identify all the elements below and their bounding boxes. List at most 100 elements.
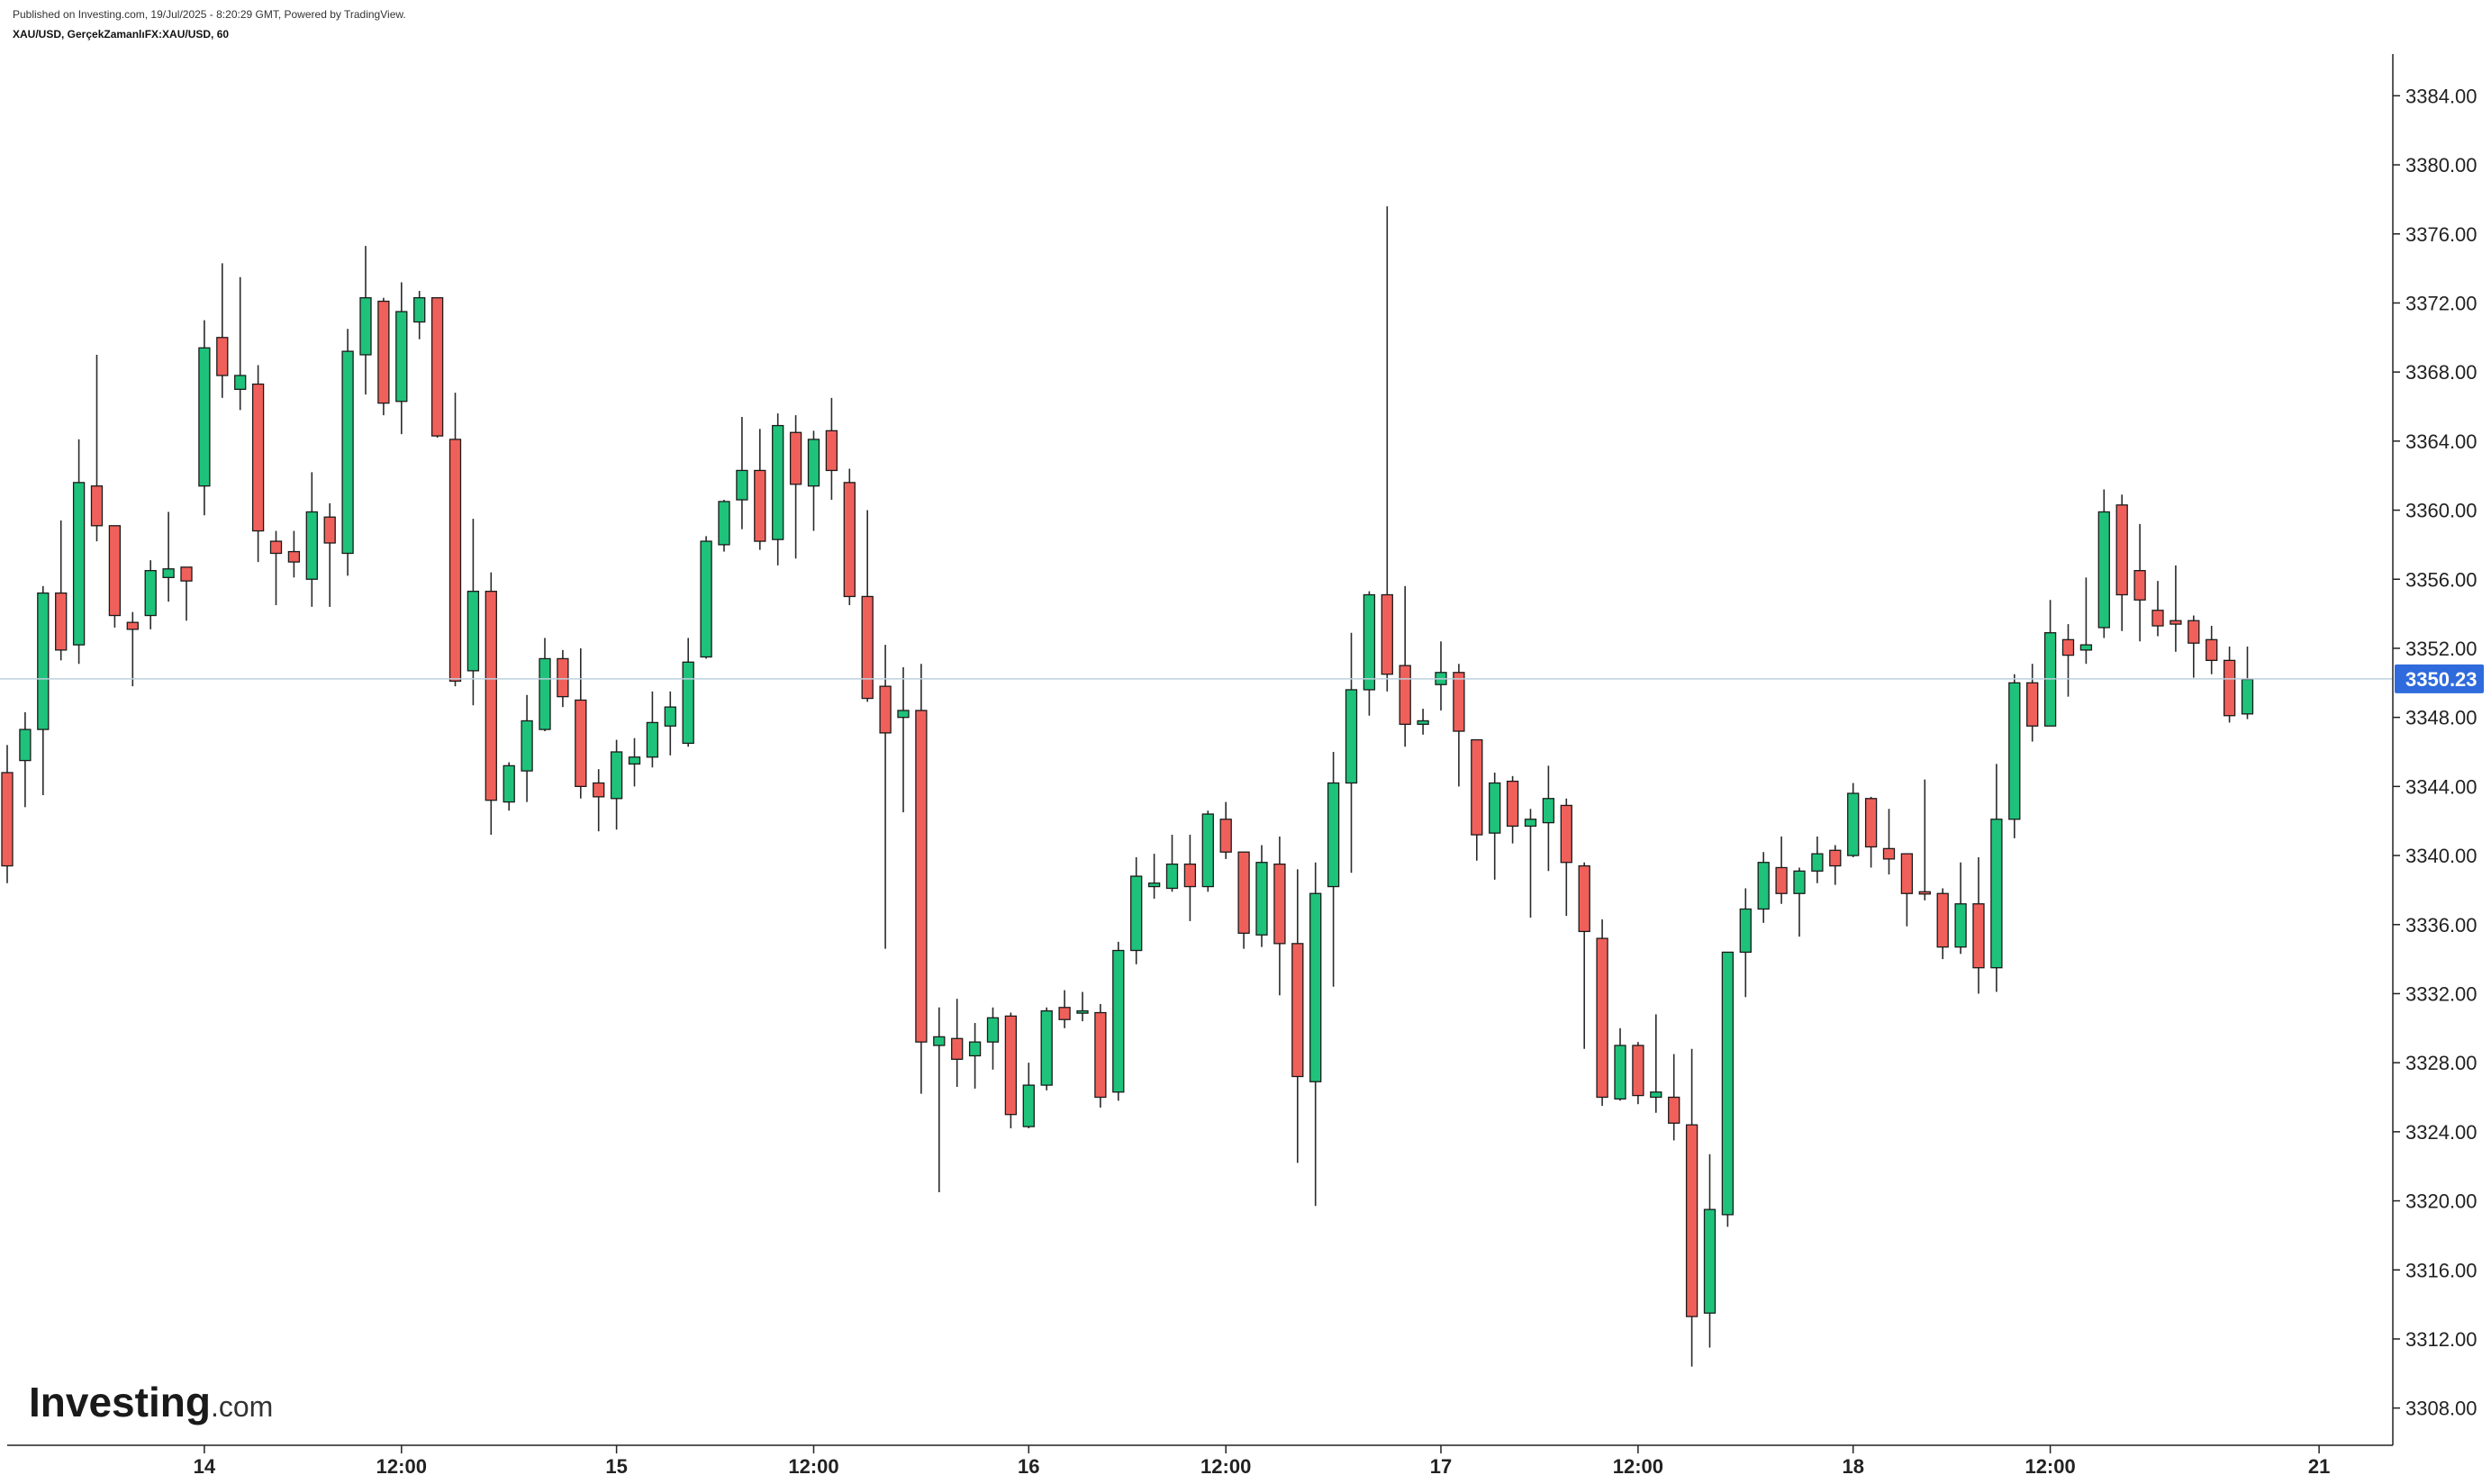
candle[interactable] <box>1130 856 1143 964</box>
candle[interactable] <box>772 413 784 566</box>
candle[interactable] <box>1165 835 1179 892</box>
candle[interactable] <box>90 354 104 542</box>
candle[interactable] <box>915 664 928 1094</box>
candle[interactable] <box>1900 853 1914 927</box>
candle[interactable] <box>968 1023 982 1089</box>
candle[interactable] <box>1864 796 1878 868</box>
candle[interactable] <box>1471 738 1483 861</box>
candle[interactable] <box>2079 577 2093 665</box>
candle[interactable] <box>323 502 336 607</box>
candle[interactable] <box>1435 641 1447 710</box>
candle[interactable] <box>1489 773 1501 880</box>
candle[interactable] <box>1237 851 1250 949</box>
candle[interactable] <box>610 739 623 830</box>
candle[interactable] <box>1219 801 1232 859</box>
candle[interactable] <box>269 530 283 606</box>
candle[interactable] <box>951 999 964 1087</box>
candle[interactable] <box>861 510 874 702</box>
candle[interactable] <box>1775 836 1788 904</box>
candle[interactable] <box>1972 856 1985 994</box>
candle[interactable] <box>503 762 515 811</box>
candle[interactable] <box>593 769 605 832</box>
candle[interactable] <box>448 393 462 687</box>
candle[interactable] <box>1811 836 1824 883</box>
candle[interactable] <box>1076 991 1089 1022</box>
candle[interactable] <box>2223 647 2236 723</box>
candle[interactable] <box>1668 1054 1680 1141</box>
candle[interactable] <box>2008 674 2021 838</box>
candle[interactable] <box>1255 845 1268 947</box>
candle[interactable] <box>37 585 50 795</box>
candle[interactable] <box>628 737 641 787</box>
candle[interactable] <box>413 291 426 339</box>
candle[interactable] <box>1936 888 1949 960</box>
candle[interactable] <box>1578 862 1590 1049</box>
candle[interactable] <box>664 691 676 756</box>
candle[interactable] <box>1022 1063 1035 1129</box>
candle[interactable] <box>700 536 712 659</box>
candle[interactable] <box>1058 990 1071 1028</box>
candle[interactable] <box>2026 664 2039 742</box>
candle[interactable] <box>1399 585 1411 747</box>
candle[interactable] <box>2169 565 2182 652</box>
candle[interactable] <box>1040 1007 1053 1090</box>
candle[interactable] <box>1882 809 1896 875</box>
candle[interactable] <box>1918 779 1931 900</box>
candle[interactable] <box>162 511 175 602</box>
candle[interactable] <box>2188 615 2200 678</box>
candle[interactable] <box>736 417 748 529</box>
candle[interactable] <box>1453 664 1465 787</box>
candle[interactable] <box>1273 836 1286 996</box>
candle[interactable] <box>287 530 301 578</box>
candle[interactable] <box>1506 775 1519 844</box>
candle[interactable] <box>1363 591 1376 716</box>
candle[interactable] <box>879 645 892 949</box>
candle[interactable] <box>19 711 32 808</box>
x-axis[interactable]: 14 12:00 15 12:00 16 12:00 17 12:00 18 12:00 21 <box>194 1445 2331 1478</box>
candle[interactable] <box>1201 810 1214 892</box>
candle[interactable] <box>1417 709 1429 735</box>
candle[interactable] <box>1345 632 1358 873</box>
candle[interactable] <box>377 297 390 416</box>
candle[interactable] <box>1381 206 1393 692</box>
candle[interactable] <box>1614 1027 1626 1101</box>
candle[interactable] <box>108 525 122 628</box>
candle[interactable] <box>986 1007 1000 1070</box>
candle[interactable] <box>807 430 820 531</box>
candle[interactable] <box>2115 494 2128 631</box>
candle[interactable] <box>646 691 659 768</box>
candle[interactable] <box>1 745 14 883</box>
candle[interactable] <box>305 472 318 607</box>
candle[interactable] <box>1632 1042 1644 1105</box>
candle[interactable] <box>198 320 211 516</box>
candle[interactable] <box>1094 1003 1107 1108</box>
candle[interactable] <box>718 500 730 552</box>
candle[interactable] <box>72 439 86 665</box>
candle[interactable] <box>1990 764 2003 992</box>
candle[interactable] <box>682 638 694 747</box>
candle[interactable] <box>485 572 497 836</box>
candle[interactable] <box>1739 888 1752 998</box>
candle[interactable] <box>933 1007 946 1192</box>
candle[interactable] <box>2206 626 2218 674</box>
candle[interactable] <box>1596 918 1608 1107</box>
candle[interactable] <box>1757 852 1770 923</box>
candle[interactable] <box>754 429 766 550</box>
candle[interactable] <box>1829 845 1842 885</box>
candle[interactable] <box>1721 951 1735 1227</box>
candle[interactable] <box>1703 1154 1717 1348</box>
candle[interactable] <box>825 397 838 501</box>
candle[interactable] <box>1560 798 1572 917</box>
candle[interactable] <box>1147 854 1161 899</box>
candle[interactable] <box>395 282 408 435</box>
candle[interactable] <box>2097 489 2110 638</box>
candle[interactable] <box>1309 862 1322 1207</box>
candle[interactable] <box>234 276 247 411</box>
candle[interactable] <box>2061 624 2075 697</box>
candle[interactable] <box>1004 1012 1018 1129</box>
candle[interactable] <box>843 468 856 606</box>
candle[interactable] <box>466 519 480 706</box>
candle[interactable] <box>1847 783 1860 857</box>
candle[interactable] <box>55 520 68 661</box>
